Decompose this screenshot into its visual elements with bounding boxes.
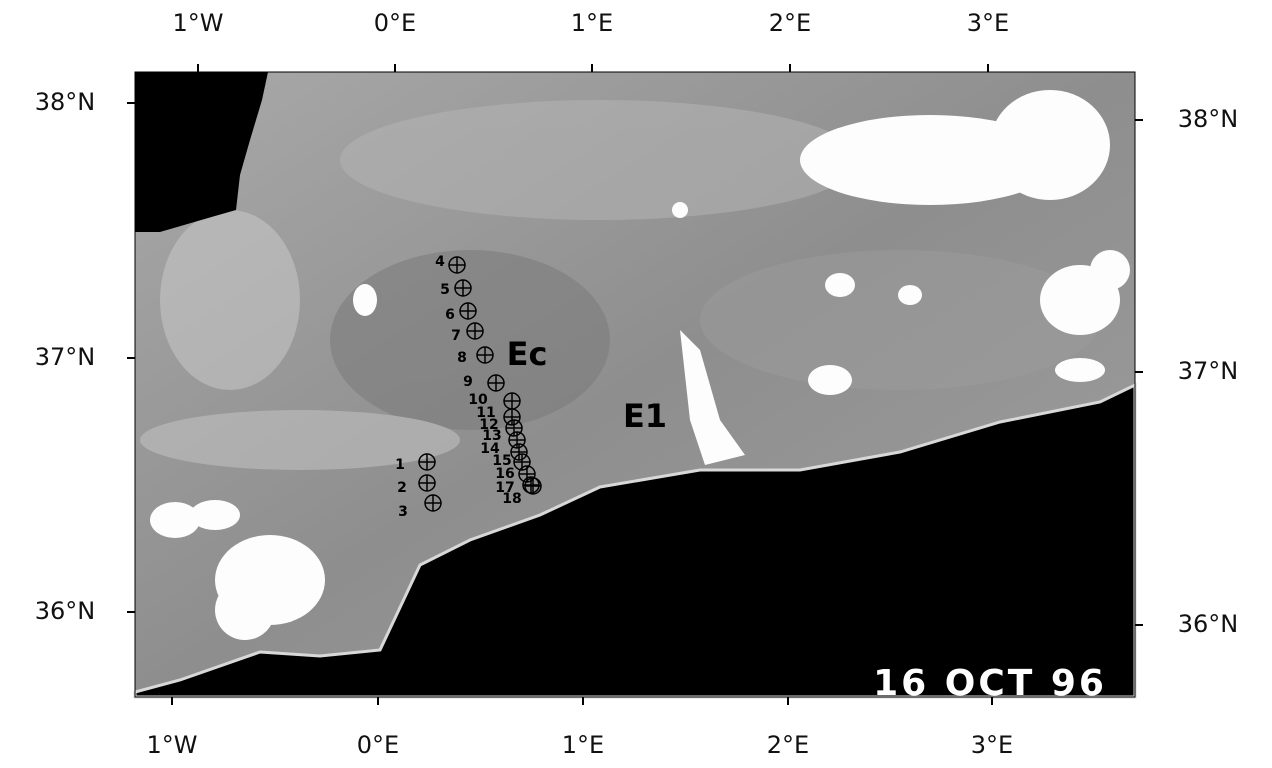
station-marker bbox=[504, 409, 520, 425]
top-lon-label: 3°E bbox=[967, 9, 1009, 37]
station-marker bbox=[425, 495, 441, 511]
station-marker bbox=[525, 478, 541, 494]
page: {"map": { "top_labels": ["1°W", "0°E", "… bbox=[0, 0, 1272, 768]
station-marker bbox=[506, 420, 522, 436]
bottom-lon-label: 3°E bbox=[971, 731, 1013, 759]
station-marker bbox=[419, 475, 435, 491]
station-marker bbox=[419, 454, 435, 470]
right-lat-label: 38°N bbox=[1178, 105, 1239, 133]
station-marker bbox=[460, 303, 476, 319]
station-marker bbox=[511, 444, 527, 460]
station-marker bbox=[455, 280, 471, 296]
top-lon-label: 1°E bbox=[571, 9, 613, 37]
station-label: 5 bbox=[440, 282, 450, 298]
bottom-lon-label: 1°W bbox=[147, 731, 198, 759]
station-marker bbox=[477, 347, 493, 363]
station-marker bbox=[488, 375, 504, 391]
station-label: 2 bbox=[397, 480, 407, 496]
station-label: 8 bbox=[457, 350, 467, 366]
station-label: 6 bbox=[445, 307, 455, 323]
left-lat-label: 36°N bbox=[35, 597, 96, 625]
left-lat-label: 37°N bbox=[35, 343, 96, 371]
map-figure: 1°W0°E1°E2°E3°E1°W0°E1°E2°E3°E38°N37°N36… bbox=[0, 0, 1272, 768]
station-label: 18 bbox=[502, 491, 521, 507]
right-lat-label: 36°N bbox=[1178, 610, 1239, 638]
station-label: 4 bbox=[435, 254, 445, 270]
top-lon-label: 2°E bbox=[769, 9, 811, 37]
feature-label: E1 bbox=[623, 397, 667, 435]
left-lat-label: 38°N bbox=[35, 88, 96, 116]
station-label: 7 bbox=[451, 328, 461, 344]
station-marker bbox=[449, 257, 465, 273]
feature-label: Ec bbox=[507, 335, 548, 373]
bottom-lon-label: 0°E bbox=[357, 731, 399, 759]
station-label: 3 bbox=[398, 504, 408, 520]
station-marker bbox=[504, 393, 520, 409]
station-label: 1 bbox=[395, 457, 405, 473]
station-marker bbox=[467, 323, 483, 339]
right-lat-label: 37°N bbox=[1178, 357, 1239, 385]
top-lon-label: 1°W bbox=[173, 9, 224, 37]
bottom-lon-label: 1°E bbox=[562, 731, 604, 759]
image-date: 16 OCT 96 bbox=[873, 663, 1107, 704]
top-lon-label: 0°E bbox=[374, 9, 416, 37]
station-label: 9 bbox=[463, 374, 473, 390]
bottom-lon-label: 2°E bbox=[767, 731, 809, 759]
